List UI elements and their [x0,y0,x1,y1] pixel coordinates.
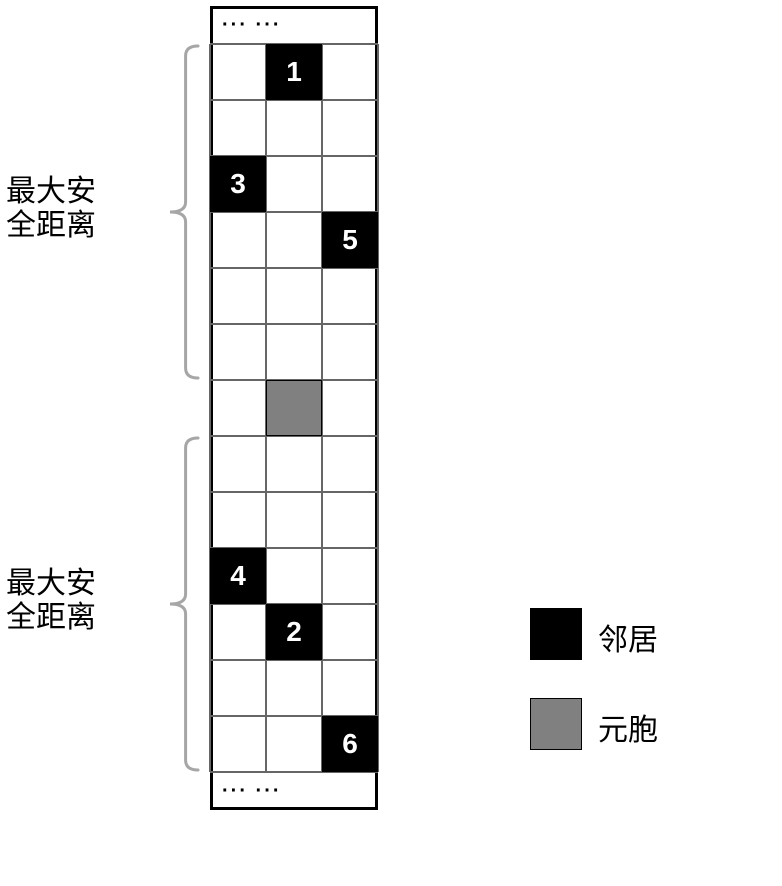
self-cell [266,380,322,436]
brace-label-line2: 全距离 [6,601,96,636]
ellipsis-top: ··· ··· [210,6,378,44]
neighbor-cell: 4 [210,548,266,604]
neighbor-cell: 1 [266,44,322,100]
neighbor-cell: 3 [210,156,266,212]
brace-label-line1: 最大安 [6,567,96,602]
legend-label: 元胞 [598,705,658,749]
grid-line-v [377,44,379,772]
grid-line-h [210,323,378,325]
diagram-canvas: ··· ······ ···135426最大安全距离最大安全距离邻居元胞 [0,0,782,886]
legend-swatch-neighbor [530,608,582,660]
brace-icon [168,44,200,380]
legend-label: 邻居 [598,615,658,659]
grid-line-v [209,44,211,772]
neighbor-cell: 2 [266,604,322,660]
grid-line-h [210,491,378,493]
brace-label: 最大安全距离 [6,567,96,636]
ellipsis-bottom: ··· ··· [210,772,378,810]
neighbor-cell: 5 [322,212,378,268]
brace-label-line1: 最大安 [6,175,96,210]
brace-label: 最大安全距离 [6,175,96,244]
brace-icon [168,436,200,772]
brace-label-line2: 全距离 [6,209,96,244]
neighbor-cell: 6 [322,716,378,772]
legend-swatch-self [530,698,582,750]
